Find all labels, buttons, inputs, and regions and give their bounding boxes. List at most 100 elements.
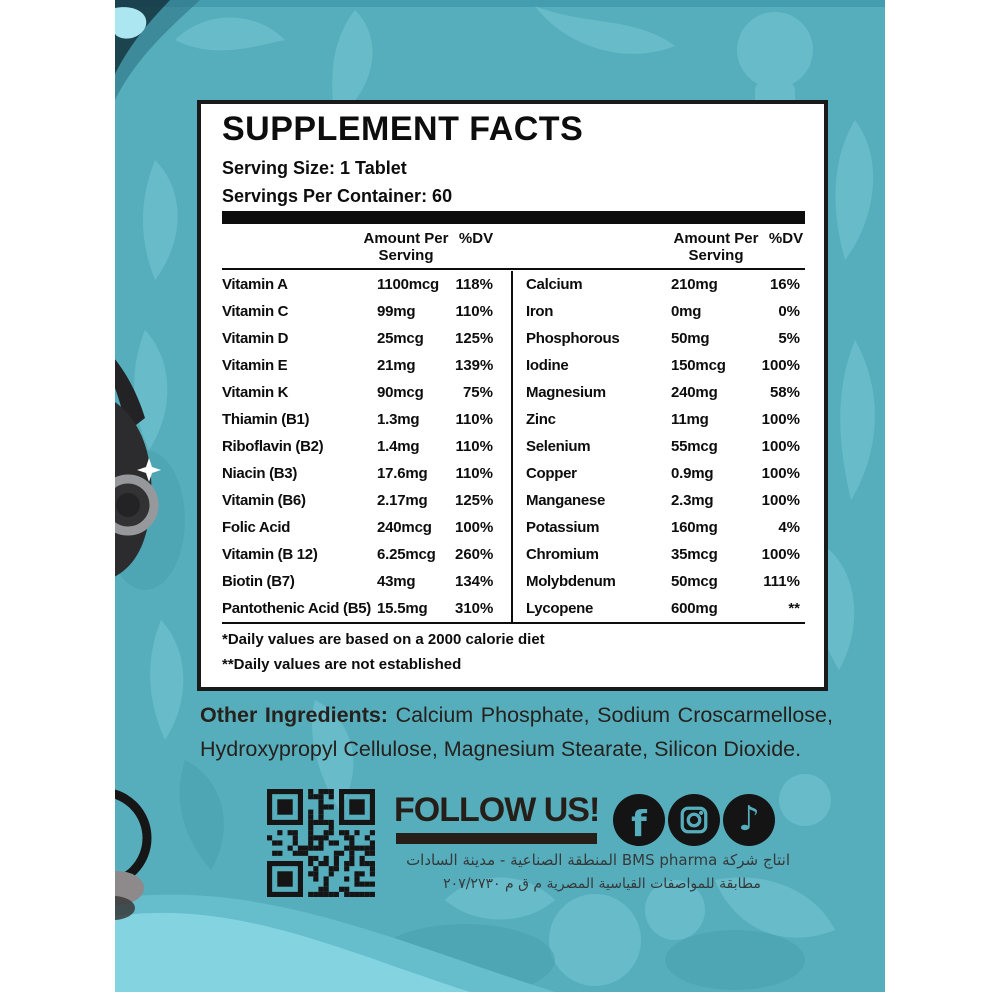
table-row: Vitamin (B6) 2.17mg 125%: [222, 487, 511, 514]
nutrient-amount: 0.9mg: [671, 465, 714, 482]
nutrient-amount: 1100mcg: [377, 276, 439, 293]
nutrient-dv: 75%: [462, 384, 493, 401]
header-amount-line2: Serving: [378, 247, 434, 265]
nutrient-name: Vitamin D: [222, 330, 289, 347]
nutrient-amount: 11mg: [671, 411, 709, 428]
table-row: Biotin (B7) 43mg 134%: [222, 568, 511, 595]
nutrient-dv: 100%: [761, 492, 800, 509]
other-ingredients: Other Ingredients: Calcium Phosphate, So…: [200, 698, 833, 767]
nutrient-amount: 99mg: [377, 303, 416, 320]
nutrient-amount: 240mg: [671, 384, 718, 401]
header-amount-line2: Serving: [688, 247, 744, 265]
table-row: Chromium 35mcg 100%: [526, 541, 805, 568]
nutrient-name: Zinc: [526, 411, 556, 428]
column-divider: [511, 271, 513, 622]
footnote-not-established: **Daily values are not established: [222, 656, 462, 673]
table-row: Pantothenic Acid (B5) 15.5mg 310%: [222, 595, 511, 622]
nutrient-amount: 17.6mg: [377, 465, 428, 482]
tiktok-icon[interactable]: ♪: [723, 794, 775, 846]
nutrient-name: Folic Acid: [222, 519, 291, 536]
table-row: Vitamin D 25mcg 125%: [222, 325, 511, 352]
instagram-icon[interactable]: [668, 794, 720, 846]
nutrient-amount: 210mg: [671, 276, 718, 293]
nutrient-dv: 5%: [778, 330, 800, 347]
nutrient-name: Copper: [526, 465, 577, 482]
nutrient-dv: 58%: [769, 384, 800, 401]
supplement-facts-panel: SUPPLEMENT FACTS Serving Size: 1 Tablet …: [197, 100, 828, 691]
follow-us-underline: [396, 833, 597, 844]
nutrient-name: Chromium: [526, 546, 599, 563]
other-ingredients-label: Other Ingredients:: [200, 703, 388, 727]
nutrient-amount: 150mcg: [671, 357, 726, 374]
nutrient-amount: 50mcg: [671, 573, 718, 590]
left-edge-illustration: [115, 359, 161, 920]
header-dv-left: %DV: [458, 230, 494, 247]
table-row: Zinc 11mg 100%: [526, 406, 805, 433]
rule-bottom: [222, 622, 805, 624]
nutrient-amount: 2.17mg: [377, 492, 428, 509]
nutrient-dv: 16%: [769, 276, 800, 293]
nutrient-amount: 240mcg: [377, 519, 432, 536]
nutrient-table: Vitamin A 1100mcg 118% Vitamin C 99mg 110% Vit…: [222, 271, 805, 622]
nutrient-dv: 139%: [455, 357, 494, 374]
nutrient-name: Vitamin A: [222, 276, 288, 293]
qr-code: [267, 789, 375, 897]
nutrient-dv: 125%: [455, 330, 494, 347]
nutrient-name: Vitamin (B6): [222, 492, 306, 509]
header-amount-right: Amount Per Serving: [656, 230, 776, 265]
nutrient-dv: 0%: [778, 303, 800, 320]
nutrient-name: Biotin (B7): [222, 573, 295, 590]
nutrient-dv: 110%: [455, 465, 493, 482]
table-row: Phosphorous 50mg 5%: [526, 325, 805, 352]
nutrient-amount: 2.3mg: [671, 492, 714, 509]
nutrient-dv: 260%: [455, 546, 494, 563]
facebook-glyph: f: [631, 803, 647, 845]
nutrient-dv: 100%: [761, 411, 800, 428]
nutrient-column-left: Vitamin A 1100mcg 118% Vitamin C 99mg 110% Vit…: [222, 271, 511, 622]
nutrient-dv: 111%: [763, 573, 800, 590]
nutrient-name: Calcium: [526, 276, 583, 293]
nutrient-dv: 4%: [778, 519, 800, 536]
nutrient-name: Pantothenic Acid (B5): [222, 600, 371, 617]
nutrient-column-right: Calcium 210mg 16% Iron 0mg 0% Phosphorous 50mg 5…: [513, 271, 805, 622]
nutrient-name: Vitamin C: [222, 303, 289, 320]
panel-title: SUPPLEMENT FACTS: [222, 110, 584, 148]
tiktok-glyph: ♪: [738, 799, 760, 839]
nutrient-amount: 25mcg: [377, 330, 424, 347]
nutrient-name: Magnesium: [526, 384, 606, 401]
nutrient-name: Niacin (B3): [222, 465, 298, 482]
facebook-icon[interactable]: f: [613, 794, 665, 846]
table-row: Potassium 160mg 4%: [526, 514, 805, 541]
table-row: Vitamin K 90mcg 75%: [222, 379, 511, 406]
nutrient-amount: 43mg: [377, 573, 416, 590]
nutrient-dv: 100%: [761, 357, 800, 374]
table-row: Folic Acid 240mcg 100%: [222, 514, 511, 541]
table-row: Thiamin (B1) 1.3mg 110%: [222, 406, 511, 433]
nutrient-name: Riboflavin (B2): [222, 438, 324, 455]
nutrient-amount: 21mg: [377, 357, 416, 374]
rule-top: [222, 268, 805, 270]
table-row: Vitamin E 21mg 139%: [222, 352, 511, 379]
nutrient-amount: 6.25mcg: [377, 546, 436, 563]
table-row: Vitamin C 99mg 110%: [222, 298, 511, 325]
social-icons: f ♪: [613, 794, 775, 846]
table-row: Magnesium 240mg 58%: [526, 379, 805, 406]
nutrient-dv: **: [788, 600, 800, 617]
table-row: Niacin (B3) 17.6mg 110%: [222, 460, 511, 487]
nutrient-name: Thiamin (B1): [222, 411, 310, 428]
other-ingredients-text: Calcium Phosphate, Sodium Croscarmellose…: [200, 703, 833, 762]
nutrient-dv: 100%: [455, 519, 494, 536]
nutrient-amount: 1.4mg: [377, 438, 420, 455]
nutrient-amount: 90mcg: [377, 384, 424, 401]
nutrient-amount: 15.5mg: [377, 600, 428, 617]
footnote-daily-values: *Daily values are based on a 2000 calori…: [222, 631, 545, 648]
table-row: Riboflavin (B2) 1.4mg 110%: [222, 433, 511, 460]
servings-per-container: Servings Per Container: 60: [222, 186, 453, 206]
manufacturer-arabic-line: انتاج شركة BMS pharma المنطقة الصناعية -…: [406, 851, 790, 869]
table-row: Iron 0mg 0%: [526, 298, 805, 325]
nutrient-name: Iodine: [526, 357, 569, 374]
follow-us-heading: FOLLOW US!: [394, 791, 600, 829]
nutrient-name: Vitamin (B 12): [222, 546, 318, 563]
nutrient-name: Vitamin K: [222, 384, 289, 401]
